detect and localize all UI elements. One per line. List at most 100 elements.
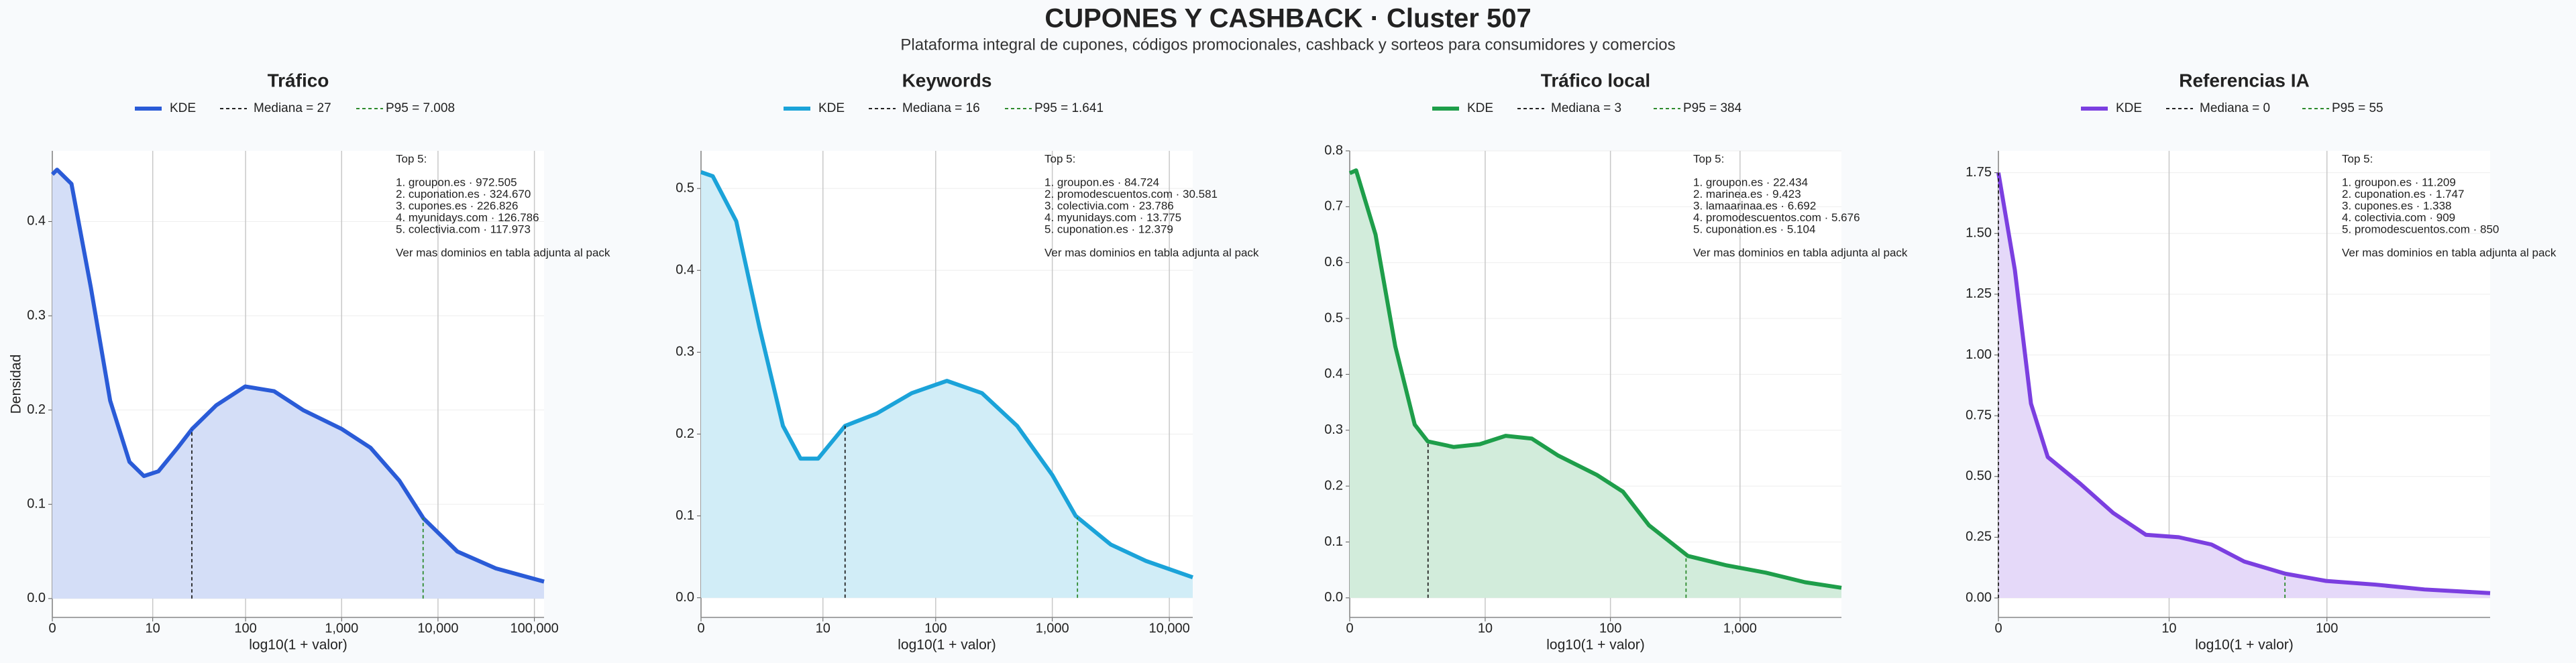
y-axis-label: Densidad [9,355,24,414]
panel: 0.0 0.1 0.2 0.3 0.4 0.5 0.6 0.7 0.8 0 10 100 1,000 KD… [1324,70,1908,652]
y-tick-label: 0.0 [676,590,694,605]
annotation-heading: Top 5: [1044,152,1075,165]
legend-label: P95 = 1.641 [1034,101,1104,115]
kde-area [701,172,1193,598]
y-tick-label: 0.25 [1966,530,1992,544]
x-tick-label: 0 [1994,621,2002,636]
panel-title: Keywords [902,70,992,91]
kde-area [1998,172,2490,598]
page-title: CUPONES Y CASHBACK · Cluster 507 [1044,4,1531,34]
y-tick-label: 0.4 [676,263,694,278]
panel-title: Referencias IA [2179,70,2310,91]
panel: 0.0 0.1 0.2 0.3 0.4 0.5 0 10 100 1,000 10,000 KDE Me… [676,70,1259,652]
y-tick-label: 0.7 [1324,199,1343,214]
y-tick-label: 0.3 [1324,422,1343,437]
x-tick-label: 1,000 [1036,621,1069,636]
y-tick-label: 0.1 [676,508,694,523]
panel-title: Tráfico [268,70,329,91]
page-subtitle: Plataforma integral de cupones, códigos … [900,36,1675,54]
y-tick-label: 0.1 [27,497,46,511]
legend-label: P95 = 384 [1683,101,1742,115]
x-tick-label: 100 [924,621,947,636]
kde-area [1350,170,1841,598]
annotation-line: 5. cuponation.es · 12.379 [1044,223,1173,235]
annotation-line: 5. promodescuentos.com · 850 [2342,223,2499,235]
y-tick-label: 0.6 [1324,255,1343,269]
annotation-line: 5. cuponation.es · 5.104 [1693,223,1815,235]
x-tick-label: 0 [697,621,704,636]
kde-area [52,170,544,599]
y-tick-label: 0.4 [1324,367,1343,381]
legend-label: KDE [2116,101,2142,115]
legend-label: KDE [818,101,845,115]
legend-label: Mediana = 3 [1551,101,1621,115]
annotation-heading: Top 5: [396,152,427,165]
x-tick-label: 1,000 [325,621,358,636]
y-tick-label: 1.25 [1966,286,1992,301]
y-tick-label: 0.0 [27,591,46,605]
y-tick-label: 0.5 [676,180,694,195]
x-tick-label: 10 [2161,621,2176,636]
annotation-line: 1. groupon.es · 11.209 [2342,176,2456,188]
y-tick-label: 1.00 [1966,347,1992,362]
y-tick-label: 0.4 [27,214,46,229]
x-tick-label: 100 [234,621,256,636]
annotation-line: 2. marinea.es · 9.423 [1693,188,1801,200]
annotation-line: 2. cuponation.es · 1.747 [2342,188,2464,200]
x-axis-label: log10(1 + valor) [2195,638,2294,653]
annotation-line: 4. promodescuentos.com · 5.676 [1693,211,1860,224]
legend-label: KDE [170,101,196,115]
annotation-line: 3. cupones.es · 1.338 [2342,199,2452,212]
annotation-line: 4. myunidays.com · 13.775 [1044,211,1181,224]
y-tick-label: 0.00 [1966,590,1992,605]
x-axis-label: log10(1 + valor) [898,638,996,653]
kde-line [1996,172,2491,595]
kde-line [1348,168,1842,590]
annotation-heading: Top 5: [1693,152,1724,165]
x-tick-label: 100,000 [510,621,558,636]
legend-label: P95 = 7.008 [386,101,455,115]
x-axis-label: log10(1 + valor) [249,638,347,653]
panel: 0.00 0.25 0.50 0.75 1.00 1.25 1.50 1.75 0 10 100 KD… [1966,70,2557,652]
annotation-line: 4. myunidays.com · 126.786 [396,211,539,224]
y-tick-label: 0.50 [1966,469,1992,483]
annotation-line: 1. groupon.es · 84.724 [1044,176,1159,188]
x-tick-label: 100 [2316,621,2338,636]
y-tick-label: 0.1 [1324,534,1343,549]
annotation-line: 3. colectivia.com · 23.786 [1044,199,1174,212]
legend-label: P95 = 55 [2332,101,2383,115]
x-tick-label: 10,000 [417,621,458,636]
x-tick-label: 10 [146,621,160,636]
annotation-footer: Ver mas dominios en tabla adjunta al pac… [1693,246,1908,259]
y-tick-label: 0.3 [27,308,46,322]
y-tick-label: 0.2 [676,426,694,441]
annotation-line: 2. promodescuentos.com · 30.581 [1044,188,1218,200]
y-tick-label: 0.3 [676,345,694,359]
kde-line [50,168,545,584]
x-tick-label: 1,000 [1723,621,1757,636]
annotation-line: 3. lamaarinaa.es · 6.692 [1693,199,1816,212]
x-tick-label: 0 [1346,621,1353,636]
annotation-footer: Ver mas dominios en tabla adjunta al pac… [1044,246,1259,259]
y-tick-label: 0.2 [27,402,46,417]
legend-label: KDE [1467,101,1493,115]
legend-label: Mediana = 27 [254,101,331,115]
legend-label: Mediana = 16 [902,101,980,115]
x-tick-label: 10,000 [1149,621,1190,636]
x-axis-label: log10(1 + valor) [1546,638,1645,653]
y-tick-label: 0.2 [1324,478,1343,493]
x-tick-label: 10 [816,621,830,636]
legend-label: Mediana = 0 [2200,101,2270,115]
y-tick-label: 0.8 [1324,143,1343,158]
annotation-footer: Ver mas dominios en tabla adjunta al pac… [396,246,610,259]
annotation-line: 1. groupon.es · 972.505 [396,176,517,188]
panel: 0.0 0.1 0.2 0.3 0.4 0 10 100 1,000 10,000 100,000 K… [9,70,610,652]
y-tick-label: 1.50 [1966,226,1992,241]
y-tick-label: 1.75 [1966,165,1992,180]
annotation-line: 2. cuponation.es · 324.670 [396,188,531,200]
y-tick-label: 0.75 [1966,408,1992,422]
x-tick-label: 100 [1599,621,1621,636]
annotation-line: 4. colectivia.com · 909 [2342,211,2455,224]
